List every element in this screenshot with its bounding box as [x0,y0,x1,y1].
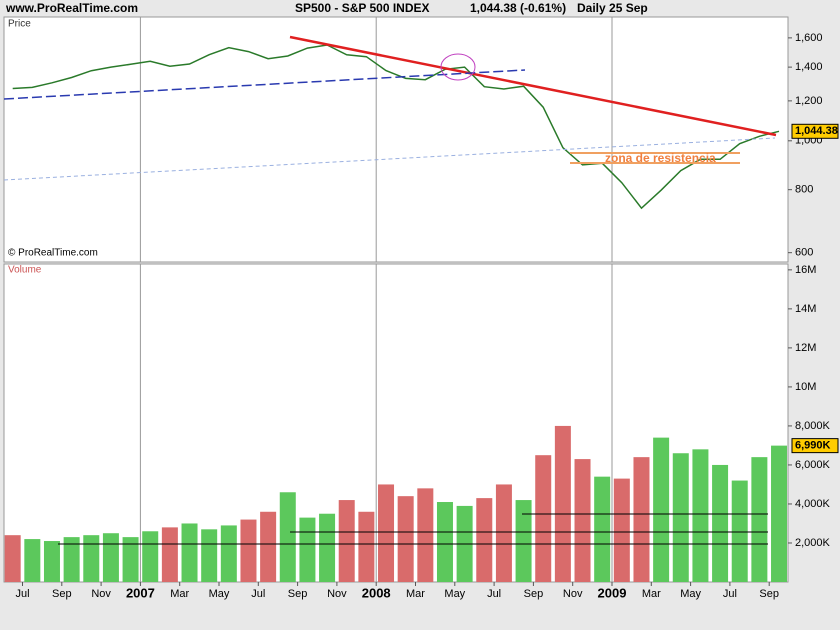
x-tick-label: Sep [759,588,779,600]
x-tick-label: Nov [327,588,347,600]
volume-bar [692,449,709,582]
volume-bar [731,480,748,582]
price-line [12,44,780,210]
volume-bar [653,437,670,582]
volume-bar [672,453,689,582]
y-tick-label: 6,000K [795,459,831,471]
volume-bar [299,517,316,582]
volume-bar [260,511,277,582]
volume-panel [3,263,789,583]
y-tick-label: 1,400 [795,61,823,73]
volume-bar [378,484,395,582]
volume-bar [417,488,434,582]
x-tick-label: Nov [563,588,583,600]
x-tick-label: Sep [52,588,72,600]
x-tick-label: Mar [170,588,189,600]
trend-line-blue [3,69,526,100]
x-tick-label: Jul [723,588,737,600]
volume-bar [240,519,257,582]
price-panel [3,16,789,263]
volume-bar [161,527,178,582]
y-tick-label: 2,000K [795,537,831,549]
volume-bar [279,492,296,582]
volume-bar [476,498,493,582]
volume-bar [397,496,414,582]
price-label: Price [8,19,31,30]
volume-bar [181,523,198,582]
site: www.ProRealTime.com [5,1,138,15]
volume-bar [535,455,552,582]
period: Daily 25 Sep [577,1,648,15]
volume-label: Volume [8,265,42,276]
volume-bar [83,535,100,582]
volume-bar [102,533,119,582]
x-tick-label: Mar [642,588,661,600]
y-tick-label: 8,000K [795,420,831,432]
last-value-tag [791,438,839,454]
volume-bar [771,445,788,582]
y-tick-label: 600 [795,247,813,259]
volume-bar [613,478,630,582]
volume-bar [4,535,21,582]
volume-bar [751,457,768,582]
highlight-ellipse [440,53,476,81]
y-tick-label: 14M [795,303,816,315]
y-tick-label: 16M [795,264,816,276]
x-tick-label: Sep [288,588,308,600]
volume-bar [515,500,532,582]
quote: 1,044.38 (-0.61%) [470,1,566,15]
x-tick-label: 2008 [362,585,391,600]
x-tick-label: Jul [15,588,29,600]
volume-bar [574,459,591,582]
x-tick-label: May [680,588,701,600]
x-tick-label: Jul [251,588,265,600]
x-tick-label: Sep [524,588,544,600]
symbol: SP500 - S&P 500 INDEX [295,1,430,15]
y-tick-label: 4,000K [795,498,831,510]
y-tick-label: 800 [795,184,813,196]
y-tick-label: 1,600 [795,32,823,44]
volume-bar [122,537,139,582]
x-tick-label: Mar [406,588,425,600]
volume-bar [220,525,237,582]
volume-bar [319,513,336,582]
trend-line [289,35,777,137]
trend-line-light [3,137,776,181]
volume-bar [142,531,159,582]
annotation: zona de resistencia [605,151,716,165]
copyright: © ProRealTime.com [8,248,98,259]
volume-bar [712,464,729,582]
volume-bar [43,541,60,582]
last-value-label: 1,044.38 [795,125,838,137]
volume-bar [436,502,453,582]
volume-bar [358,511,375,582]
x-tick-label: 2007 [126,585,155,600]
volume-bar [495,484,512,582]
x-tick-label: Jul [487,588,501,600]
last-value-tag [791,123,839,139]
y-tick-label: 12M [795,342,816,354]
volume-bar [594,476,611,582]
last-value-label: 6,990K [795,440,831,452]
x-tick-label: May [209,588,230,600]
volume-bar [63,537,80,582]
volume-bar [633,457,650,582]
x-tick-label: Nov [91,588,111,600]
volume-bar [201,529,218,582]
y-tick-label: 1,200 [795,95,823,107]
x-tick-label: 2009 [598,585,627,600]
volume-bar [338,500,355,582]
volume-bar [24,539,41,582]
y-tick-label: 10M [795,381,816,393]
volume-bar [554,425,571,582]
x-tick-label: May [444,588,465,600]
